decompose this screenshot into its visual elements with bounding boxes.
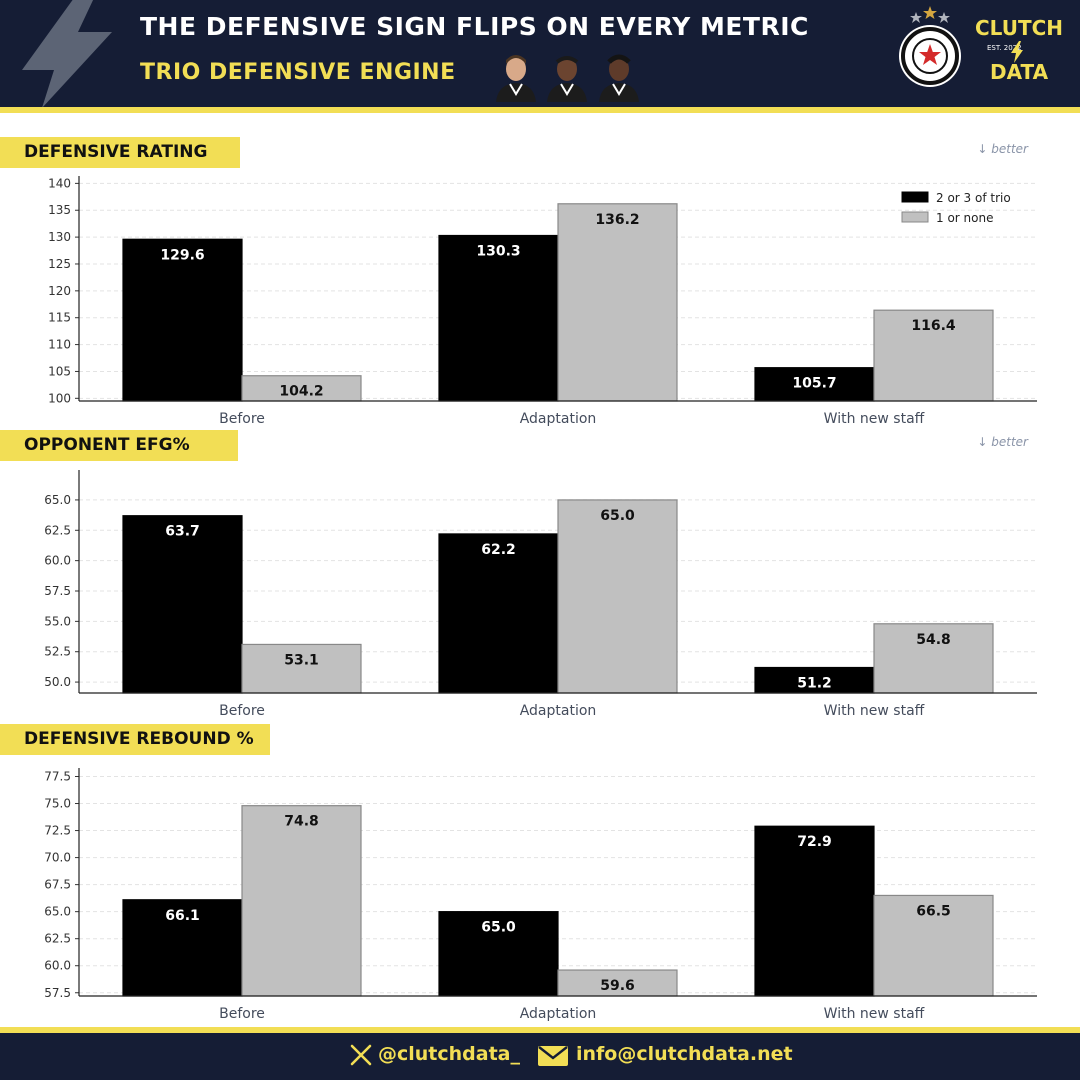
bar-trio-0 [122,238,243,402]
y-tick-label: 57.5 [44,584,71,598]
bar-trio-0 [122,899,243,997]
panel-title-opponent-efg: OPPONENT EFG% [0,430,238,461]
bar-trio-1 [438,533,559,694]
y-tick-label: 125 [48,257,71,271]
x-category-label: Adaptation [520,703,597,719]
chart-opponent-efg: 50.0 52.5 55.0 57.5 60.0 62.5 65.0 63.7 62.2 51.2… [44,470,1037,719]
legend-swatch [901,191,929,203]
player-headshot-3 [599,54,639,102]
y-tick-label: 65.0 [44,493,71,507]
data-label: 65.0 [600,508,635,524]
bar-none-1 [557,499,678,694]
x-category-label: Before [219,1006,265,1022]
y-tick-label: 67.5 [44,878,71,892]
y-tick-label: 130 [48,230,71,244]
y-tick-label: 62.5 [44,932,71,946]
data-label: 59.6 [600,978,635,994]
chart-defensive-rebound: 57.5 60.0 62.5 65.0 67.5 70.0 72.5 75.0 77.5 66.1… [44,768,1037,1022]
y-tick-label: 62.5 [44,523,71,537]
y-tick-label: 70.0 [44,851,71,865]
brand-bolt-icon [1011,41,1023,63]
y-tick-label: 120 [48,284,71,298]
footer-email-link[interactable]: info@clutchdata.net [576,1043,793,1065]
bar-none-1 [557,969,678,997]
data-label: 63.7 [165,524,200,540]
data-label: 51.2 [797,676,832,692]
data-label: 116.4 [911,318,956,334]
data-label: 66.1 [165,908,200,924]
footer-stripe [0,1027,1080,1033]
mail-icon [538,1046,568,1066]
y-tick-label: 105 [48,364,71,378]
bar-trio-1 [438,234,559,402]
data-label: 104.2 [279,384,323,400]
data-label: 53.1 [284,652,319,668]
legend-swatch [901,211,929,223]
better-note-opponent-efg: ↓ better [977,435,1028,449]
data-label: 105.7 [792,376,836,392]
y-tick-label: 75.0 [44,797,71,811]
legend-label: 2 or 3 of trio [936,191,1011,205]
y-tick-label: 140 [48,176,71,190]
bar-none-1 [557,203,678,402]
x-category-label: With new staff [824,703,925,719]
header-banner: THE DEFENSIVE SIGN FLIPS ON EVERY METRIC… [0,0,1080,107]
data-label: 54.8 [916,632,951,648]
bar-none-2 [873,623,994,694]
y-tick-label: 115 [48,311,71,325]
y-tick-label: 77.5 [44,769,71,783]
footer-handle-link[interactable]: @clutchdata_ [378,1043,520,1065]
y-tick-label: 72.5 [44,824,71,838]
y-tick-label: 50.0 [44,675,71,689]
y-tick-label: 60.0 [44,959,71,973]
y-tick-label: 110 [48,338,71,352]
page-subtitle: TRIO DEFENSIVE ENGINE [140,60,456,85]
data-label: 65.0 [481,920,516,936]
bar-trio-0 [122,515,243,694]
legend-label: 1 or none [936,211,993,225]
x-category-label: Before [219,703,265,719]
lightning-bolt-icon [22,0,112,107]
bar-none-0 [241,643,362,694]
bar-trio-2 [754,666,875,694]
bar-none-2 [873,309,994,402]
bar-none-2 [873,894,994,997]
brand-established: EST. 2022 [987,44,1022,52]
y-tick-label: 135 [48,203,71,217]
bar-none-0 [241,375,362,402]
data-label: 130.3 [476,243,520,259]
player-headshot-2 [547,56,587,102]
x-logo-icon [350,1044,372,1066]
x-category-label: Before [219,411,265,427]
data-label: 66.5 [916,903,951,919]
x-category-label: With new staff [824,411,925,427]
data-label: 62.2 [481,542,516,558]
panel-title-defensive-rebound: DEFENSIVE REBOUND % [0,724,270,755]
bar-trio-1 [438,911,559,997]
y-tick-label: 100 [48,391,71,405]
brand-name-top: CLUTCH [975,16,1064,40]
data-label: 72.9 [797,834,832,850]
club-crest-icon [899,6,961,87]
x-category-label: Adaptation [520,411,597,427]
data-label: 136.2 [595,212,639,228]
y-tick-label: 65.0 [44,905,71,919]
header-stripe [0,107,1080,113]
y-tick-label: 55.0 [44,614,71,628]
x-category-label: Adaptation [520,1006,597,1022]
player-headshot-1 [496,55,536,102]
x-category-label: With new staff [824,1006,925,1022]
y-tick-label: 57.5 [44,986,71,1000]
data-label: 129.6 [160,247,204,263]
y-tick-label: 60.0 [44,554,71,568]
brand-name-bottom: DATA [990,60,1049,84]
data-label: 74.8 [284,814,319,830]
chart-defensive-rating: 100 105 110 115 120 125 130 135 140 129.6 130.3 105… [48,176,1037,427]
bar-trio-2 [754,825,875,997]
page-title: THE DEFENSIVE SIGN FLIPS ON EVERY METRIC [140,12,809,41]
panel-title-defensive-rating: DEFENSIVE RATING [0,137,240,168]
better-note-defensive-rating: ↓ better [977,142,1028,156]
y-tick-label: 52.5 [44,645,71,659]
bar-none-0 [241,805,362,997]
